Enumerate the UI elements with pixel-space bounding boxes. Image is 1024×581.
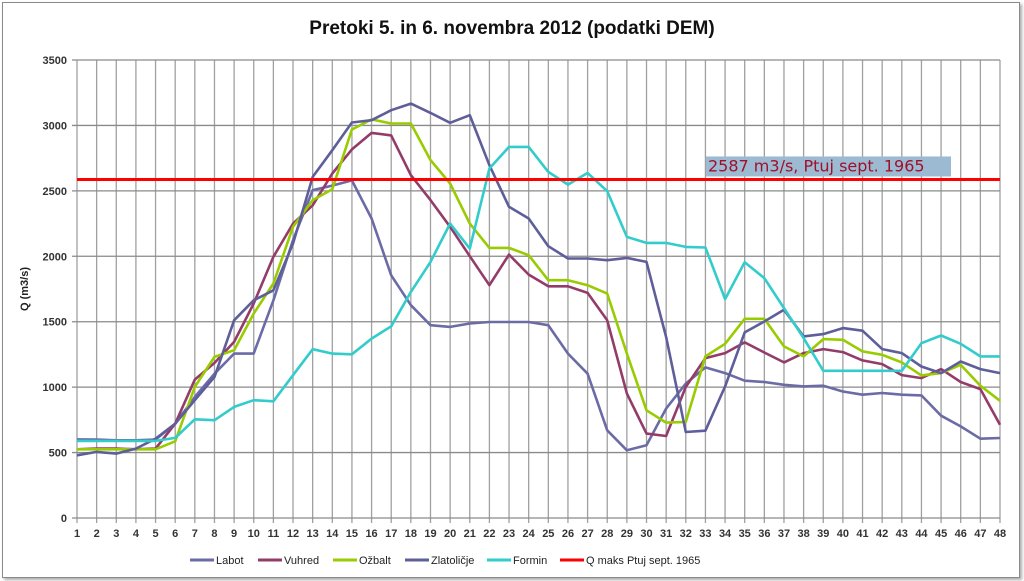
y-axis-label: Q (m3/s) (19, 267, 31, 311)
legend-label: Labot (216, 555, 244, 567)
x-tick-label: 39 (817, 528, 829, 540)
x-tick-label: 1 (74, 528, 80, 540)
x-tick-label: 31 (660, 528, 672, 540)
x-tick-label: 21 (464, 528, 476, 540)
legend-label: Zlatoličje (431, 555, 474, 567)
y-tick-label: 1500 (43, 317, 67, 329)
x-tick-label: 47 (974, 528, 986, 540)
x-tick-label: 13 (307, 528, 319, 540)
x-tick-label: 18 (405, 528, 417, 540)
x-tick-label: 9 (231, 528, 237, 540)
x-tick-label: 35 (739, 528, 751, 540)
x-tick-label: 32 (680, 528, 692, 540)
reference-label-background (706, 156, 951, 177)
x-tick-label: 23 (503, 528, 515, 540)
y-tick-label: 2500 (43, 186, 67, 198)
x-tick-label: 42 (876, 528, 888, 540)
x-tick-label: 12 (287, 528, 299, 540)
series-line-labot (76, 179, 1001, 452)
x-tick-label: 40 (837, 528, 849, 540)
x-tick-label: 46 (955, 528, 967, 540)
legend-label: Q maks Ptuj sept. 1965 (586, 555, 700, 567)
legend-label: Formin (513, 555, 547, 567)
x-tick-label: 4 (133, 528, 140, 540)
x-tick-label: 3 (113, 528, 119, 540)
x-tick-label: 10 (248, 528, 260, 540)
x-tick-label: 36 (758, 528, 770, 540)
y-tick-label: 2000 (43, 251, 67, 263)
x-tick-label: 11 (268, 528, 280, 540)
x-tick-label: 14 (326, 528, 339, 540)
series-line-zlatoličje (76, 102, 1001, 457)
y-tick-label: 1000 (43, 382, 67, 394)
series-line-ožbalt (77, 118, 1001, 451)
x-tick-label: 8 (211, 528, 217, 540)
x-tick-label: 45 (935, 528, 947, 540)
y-tick-label: 500 (49, 448, 67, 460)
x-tick-label: 38 (797, 528, 809, 540)
legend-label: Vuhred (284, 555, 319, 567)
x-tick-label: 48 (994, 528, 1006, 540)
y-tick-label: 3000 (43, 120, 67, 132)
x-tick-label: 41 (856, 528, 868, 540)
chart-title: Pretoki 5. in 6. novembra 2012 (podatki … (309, 18, 715, 39)
y-tick-label: 0 (61, 513, 67, 525)
x-tick-label: 28 (601, 528, 613, 540)
y-tick-label: 3500 (43, 55, 67, 67)
legend-label: Ožbalt (359, 555, 391, 567)
x-tick-label: 17 (385, 528, 397, 540)
series-line-vuhred (76, 131, 1002, 451)
x-tick-label: 16 (365, 528, 377, 540)
x-tick-label: 27 (581, 528, 593, 540)
x-tick-label: 19 (424, 528, 436, 540)
x-tick-label: 25 (542, 528, 554, 540)
x-tick-label: 34 (719, 528, 732, 540)
x-tick-label: 6 (172, 528, 178, 540)
x-tick-label: 15 (346, 528, 358, 540)
x-tick-label: 7 (192, 528, 198, 540)
x-tick-label: 22 (483, 528, 495, 540)
x-tick-label: 37 (778, 528, 790, 540)
x-tick-label: 30 (640, 528, 652, 540)
x-tick-label: 24 (523, 528, 536, 540)
x-tick-label: 44 (915, 528, 928, 540)
x-tick-label: 33 (699, 528, 711, 540)
x-tick-label: 20 (444, 528, 456, 540)
x-tick-label: 43 (896, 528, 908, 540)
x-tick-label: 2 (94, 528, 100, 540)
x-tick-label: 26 (562, 528, 574, 540)
series-line-formin (77, 145, 1000, 443)
reference-label: 2587 m3/s, Ptuj sept. 1965 (708, 156, 925, 175)
x-tick-label: 29 (621, 528, 633, 540)
x-tick-label: 5 (152, 528, 158, 540)
